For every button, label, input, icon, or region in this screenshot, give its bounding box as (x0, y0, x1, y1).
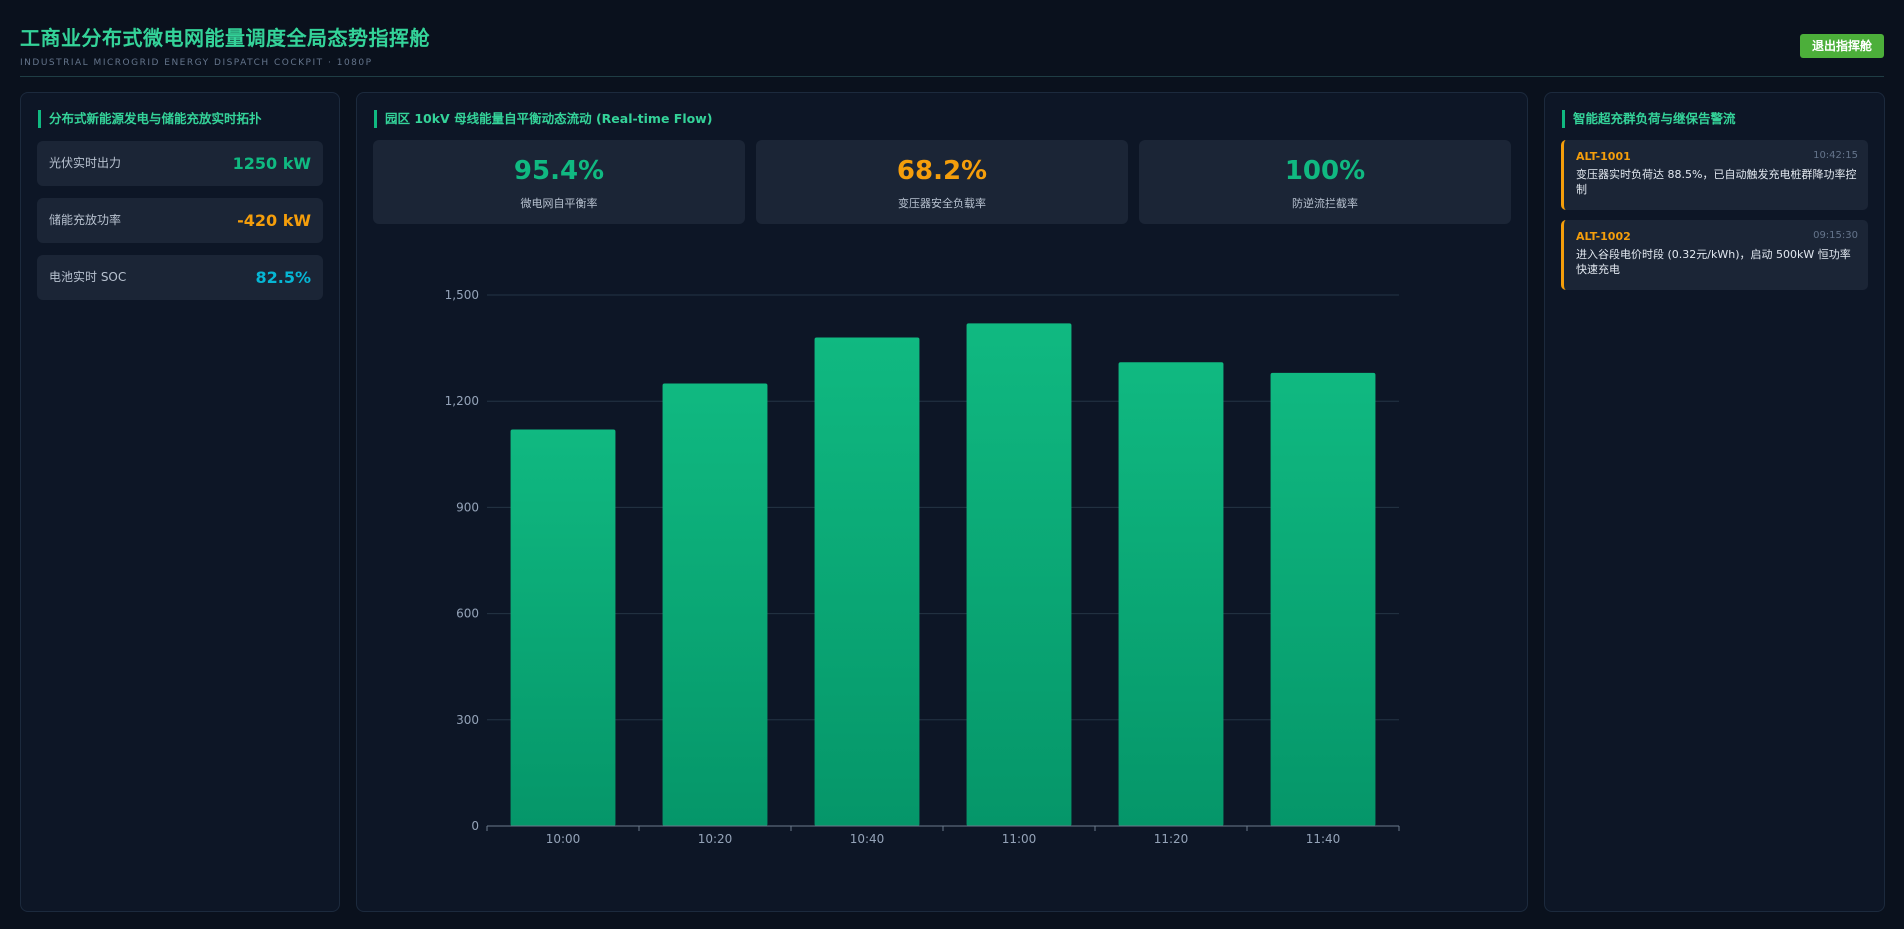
bar (1118, 362, 1224, 826)
alert-message: 变压器实时负荷达 88.5%，已自动触发充电桩群降功率控制 (1576, 168, 1857, 196)
y-tick-label: 0 (471, 819, 479, 833)
kpi-value: 95.4% (513, 156, 605, 186)
kpi-value: 68.2% (896, 156, 988, 186)
metric-label: 光伏实时出力 (49, 156, 122, 170)
x-tick-label: 10:40 (850, 832, 885, 846)
y-tick-label: 900 (456, 500, 479, 514)
bar (510, 429, 616, 826)
y-tick-label: 1,500 (445, 288, 479, 302)
x-tick-label: 10:20 (698, 832, 733, 846)
metric-value: 82.5% (255, 268, 311, 287)
header: 工商业分布式微电网能量调度全局态势指挥舱 INDUSTRIAL MICROGRI… (20, 0, 1884, 77)
page-subtitle: INDUSTRIAL MICROGRID ENERGY DISPATCH COC… (20, 58, 373, 68)
alert-time: 10:42:15 (1813, 150, 1858, 161)
alert-id: ALT-1002 (1576, 230, 1631, 243)
alert-id: ALT-1001 (1576, 150, 1631, 163)
kpi-value: 100% (1284, 156, 1366, 186)
power-bar-chart: 0 300 600 900 1,200 1,500 10:00 10:20 10:40 11:00… (445, 288, 1400, 846)
chart-grid (487, 294, 1399, 721)
metric-card-battery-soc: 电池实时 SOC 82.5% (37, 255, 323, 300)
bar (966, 323, 1072, 826)
metric-value: -420 kW (237, 211, 311, 230)
x-tick-label: 11:40 (1306, 832, 1341, 846)
alert-item[interactable]: ALT-1001 10:42:15 变压器实时负荷达 88.5%，已自动触发充电… (1561, 140, 1868, 210)
panel-title: 智能超充群负荷与继保告警流 (1562, 110, 1736, 128)
panel-title: 园区 10kV 母线能量自平衡动态流动 (Real-time Flow) (374, 110, 712, 128)
metric-card-pv-output: 光伏实时出力 1250 kW (37, 141, 323, 186)
energy-topology-panel: 分布式新能源发电与储能充放实时拓扑 光伏实时出力 1250 kW 储能充放功率 … (20, 92, 340, 912)
alert-item[interactable]: ALT-1002 09:15:30 进入谷段电价时段 (0.32元/kWh)，启… (1561, 220, 1868, 290)
bar (662, 383, 768, 826)
panel-title: 分布式新能源发电与储能充放实时拓扑 (38, 110, 262, 128)
metric-value: 1250 kW (232, 154, 311, 173)
kpi-card-transformer-load: 68.2% 变压器安全负载率 (756, 140, 1128, 224)
x-tick-label: 11:00 (1002, 832, 1037, 846)
metric-label: 储能充放功率 (49, 213, 122, 227)
bar (814, 337, 920, 826)
x-tick-label: 10:00 (546, 832, 581, 846)
kpi-label: 微电网自平衡率 (520, 197, 598, 210)
chart-axes: 0 300 600 900 1,200 1,500 10:00 10:20 10:40 11:00… (445, 288, 1400, 846)
y-tick-label: 1,200 (445, 394, 479, 408)
x-tick-label: 11:20 (1154, 832, 1189, 846)
kpi-label: 变压器安全负载率 (898, 197, 986, 210)
alert-stream-panel: 智能超充群负荷与继保告警流 ALT-1001 10:42:15 变压器实时负荷达… (1544, 92, 1885, 912)
alert-time: 09:15:30 (1813, 230, 1858, 241)
bus-energy-flow-panel: 园区 10kV 母线能量自平衡动态流动 (Real-time Flow) 95.… (356, 92, 1528, 912)
bar (1270, 372, 1376, 826)
kpi-label: 防逆流拦截率 (1292, 197, 1358, 210)
y-tick-label: 300 (456, 713, 479, 727)
kpi-card-reverse-flow: 100% 防逆流拦截率 (1139, 140, 1511, 224)
y-tick-label: 600 (456, 607, 479, 621)
exit-cockpit-button[interactable]: 退出指挥舱 (1799, 34, 1884, 58)
chart-bars (510, 323, 1376, 826)
alert-message: 进入谷段电价时段 (0.32元/kWh)，启动 500kW 恒功率快速充电 (1576, 248, 1851, 276)
page-title: 工商业分布式微电网能量调度全局态势指挥舱 (20, 26, 430, 50)
kpi-card-self-balance: 95.4% 微电网自平衡率 (373, 140, 745, 224)
metric-label: 电池实时 SOC (49, 270, 127, 284)
metric-card-storage-power: 储能充放功率 -420 kW (37, 198, 323, 243)
